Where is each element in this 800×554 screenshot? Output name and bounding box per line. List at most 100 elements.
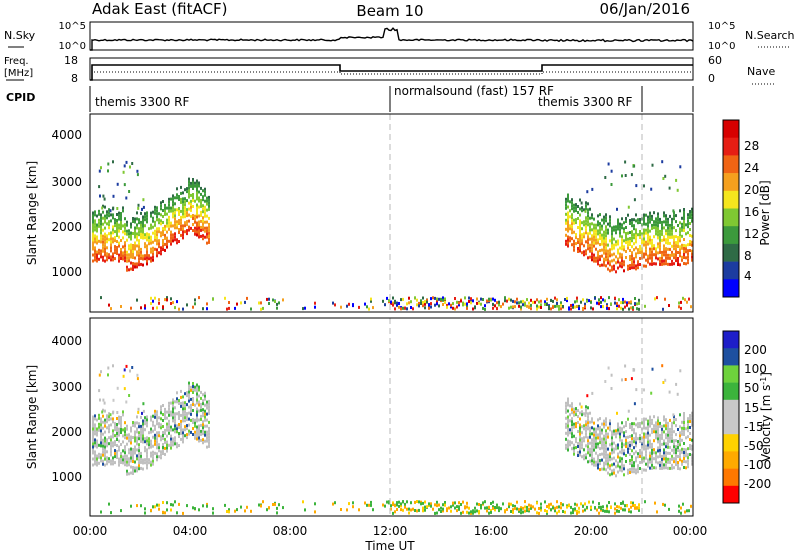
scatter-cell [146, 448, 148, 452]
scatter-cell [637, 452, 639, 456]
scatter-cell [638, 298, 640, 302]
scatter-cell [144, 511, 146, 515]
scatter-cell [639, 233, 641, 236]
scatter-cell [627, 240, 629, 244]
scatter-cell [683, 454, 685, 457]
scatter-cell [575, 203, 577, 207]
scatter-cell [635, 471, 637, 475]
scatter-cell [685, 448, 687, 452]
scatter-cell [160, 222, 162, 226]
scatter-cell [152, 255, 154, 259]
scatter-cell [140, 439, 142, 443]
scatter-cell [641, 436, 643, 440]
scatter-cell [428, 303, 430, 307]
scatter-cell [637, 467, 639, 471]
scatter-cell [156, 218, 158, 222]
scatter-cell [180, 215, 182, 219]
scatter-cell [641, 241, 643, 245]
scatter-cell [607, 261, 609, 265]
scatter-cell [659, 463, 661, 467]
scatter-cell [665, 262, 667, 266]
scatter-cell [174, 223, 176, 227]
scatter-cell [180, 218, 182, 222]
scatter-cell [136, 373, 139, 377]
scatter-cell [184, 200, 186, 204]
scatter-cell [627, 447, 629, 451]
scatter-cell [184, 224, 186, 228]
scatter-cell [611, 226, 613, 230]
scatter-cell [573, 452, 575, 456]
scatter-cell [585, 408, 587, 412]
scatter-cell [436, 300, 438, 304]
scatter-cell [571, 219, 573, 223]
scatter-cell [647, 440, 649, 444]
scatter-cell [615, 432, 617, 436]
scatter-cell [96, 226, 98, 230]
scatter-cell [643, 438, 645, 442]
scatter-cell [635, 219, 637, 223]
scatter-cell [691, 216, 693, 220]
scatter-cell [136, 436, 138, 440]
scatter-cell [202, 504, 204, 508]
scatter-cell [126, 265, 128, 269]
scatter-cell [647, 428, 649, 432]
scatter-cell [144, 224, 146, 228]
scatter-cell [623, 260, 625, 264]
scatter-cell [138, 458, 140, 462]
scatter-cell [136, 265, 138, 269]
scatter-cell [414, 509, 416, 512]
scatter-cell [607, 426, 609, 430]
scatter-cell [122, 374, 125, 378]
scatter-cell [617, 431, 619, 435]
scatter-cell [94, 459, 96, 463]
scatter-cell [583, 208, 585, 212]
scatter-cell [587, 211, 589, 215]
scatter-cell [573, 248, 575, 252]
scatter-cell [593, 253, 595, 257]
scatter-cell [190, 406, 192, 410]
scatter-cell [166, 422, 168, 426]
scatter-cell [104, 253, 106, 257]
scatter-cell [532, 300, 534, 304]
scatter-cell [348, 302, 350, 306]
scatter-cell [583, 223, 585, 227]
scatter-cell [122, 413, 124, 417]
scatter-cell [112, 213, 114, 217]
scatter-cell [647, 236, 649, 240]
scatter-cell [180, 200, 182, 204]
scatter-cell [196, 179, 198, 183]
scatter-cell [603, 425, 605, 429]
scatter-cell [146, 256, 148, 260]
scatter-cell [138, 446, 140, 450]
scatter-cell [667, 220, 669, 224]
scatter-cell [144, 446, 146, 450]
scatter-cell [536, 307, 538, 311]
scatter-cell [192, 199, 194, 202]
scatter-cell [570, 511, 572, 515]
scatter-cell [110, 246, 112, 250]
scatter-cell [622, 307, 624, 311]
scatter-cell [132, 220, 134, 223]
scatter-cell [140, 466, 142, 470]
xaxis-label: Time UT [364, 539, 415, 553]
scatter-cell [607, 252, 609, 256]
scatter-cell [101, 410, 104, 414]
scatter-cell [621, 226, 623, 230]
scatter-cell [104, 436, 106, 440]
scatter-cell [592, 500, 594, 504]
scatter-cell [204, 187, 206, 191]
scatter-cell [579, 447, 581, 451]
scatter-cell [665, 442, 667, 446]
scatter-cell [579, 432, 581, 436]
scatter-cell [125, 160, 128, 164]
nsearch-tick-top: 10^5 [708, 21, 735, 32]
scatter-cell [204, 220, 206, 224]
scatter-cell [625, 424, 627, 427]
scatter-cell [198, 229, 200, 233]
scatter-cell [573, 434, 575, 438]
scatter-cell [571, 231, 573, 235]
scatter-cell [629, 471, 631, 474]
scatter-cell [158, 416, 160, 420]
scatter-cell [597, 445, 599, 449]
scatter-cell [610, 506, 612, 509]
